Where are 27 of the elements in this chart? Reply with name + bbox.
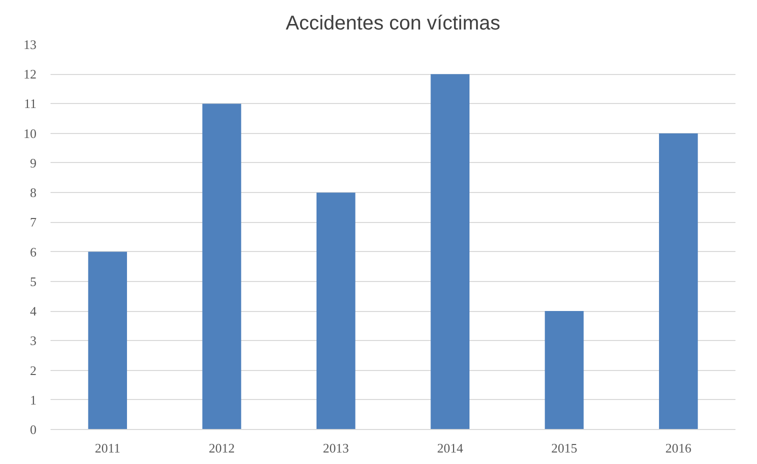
y-tick-label: 5 bbox=[30, 274, 36, 289]
y-tick-label: 3 bbox=[30, 333, 36, 348]
y-tick-label: 1 bbox=[30, 392, 36, 408]
y-tick-label: 10 bbox=[24, 126, 36, 141]
x-tick-label: 2013 bbox=[322, 440, 349, 456]
x-tick-label: 2015 bbox=[551, 440, 578, 456]
y-tick-label: 12 bbox=[24, 66, 36, 82]
y-tick-label: 7 bbox=[30, 214, 37, 230]
bar bbox=[430, 74, 470, 430]
y-tick-label: 2 bbox=[30, 362, 36, 378]
y-tick-label: 4 bbox=[30, 304, 37, 319]
bar bbox=[316, 192, 356, 430]
y-tick-label: 11 bbox=[24, 96, 37, 112]
x-tick-label: 2012 bbox=[208, 440, 235, 456]
x-tick-label: 2011 bbox=[94, 440, 120, 456]
x-tick-label: 2016 bbox=[665, 440, 692, 456]
bar bbox=[88, 252, 127, 430]
y-tick-label: 0 bbox=[30, 422, 36, 437]
chart-title: Accidentes con víctimas bbox=[286, 12, 500, 34]
x-tick-label: 2014 bbox=[437, 440, 464, 456]
y-tick-label: 13 bbox=[24, 37, 36, 52]
bar bbox=[544, 311, 584, 430]
y-tick-label: 9 bbox=[30, 155, 36, 170]
y-tick-label: 8 bbox=[30, 185, 36, 200]
bar bbox=[202, 104, 242, 430]
bar bbox=[659, 133, 698, 430]
y-tick-label: 6 bbox=[30, 244, 37, 260]
